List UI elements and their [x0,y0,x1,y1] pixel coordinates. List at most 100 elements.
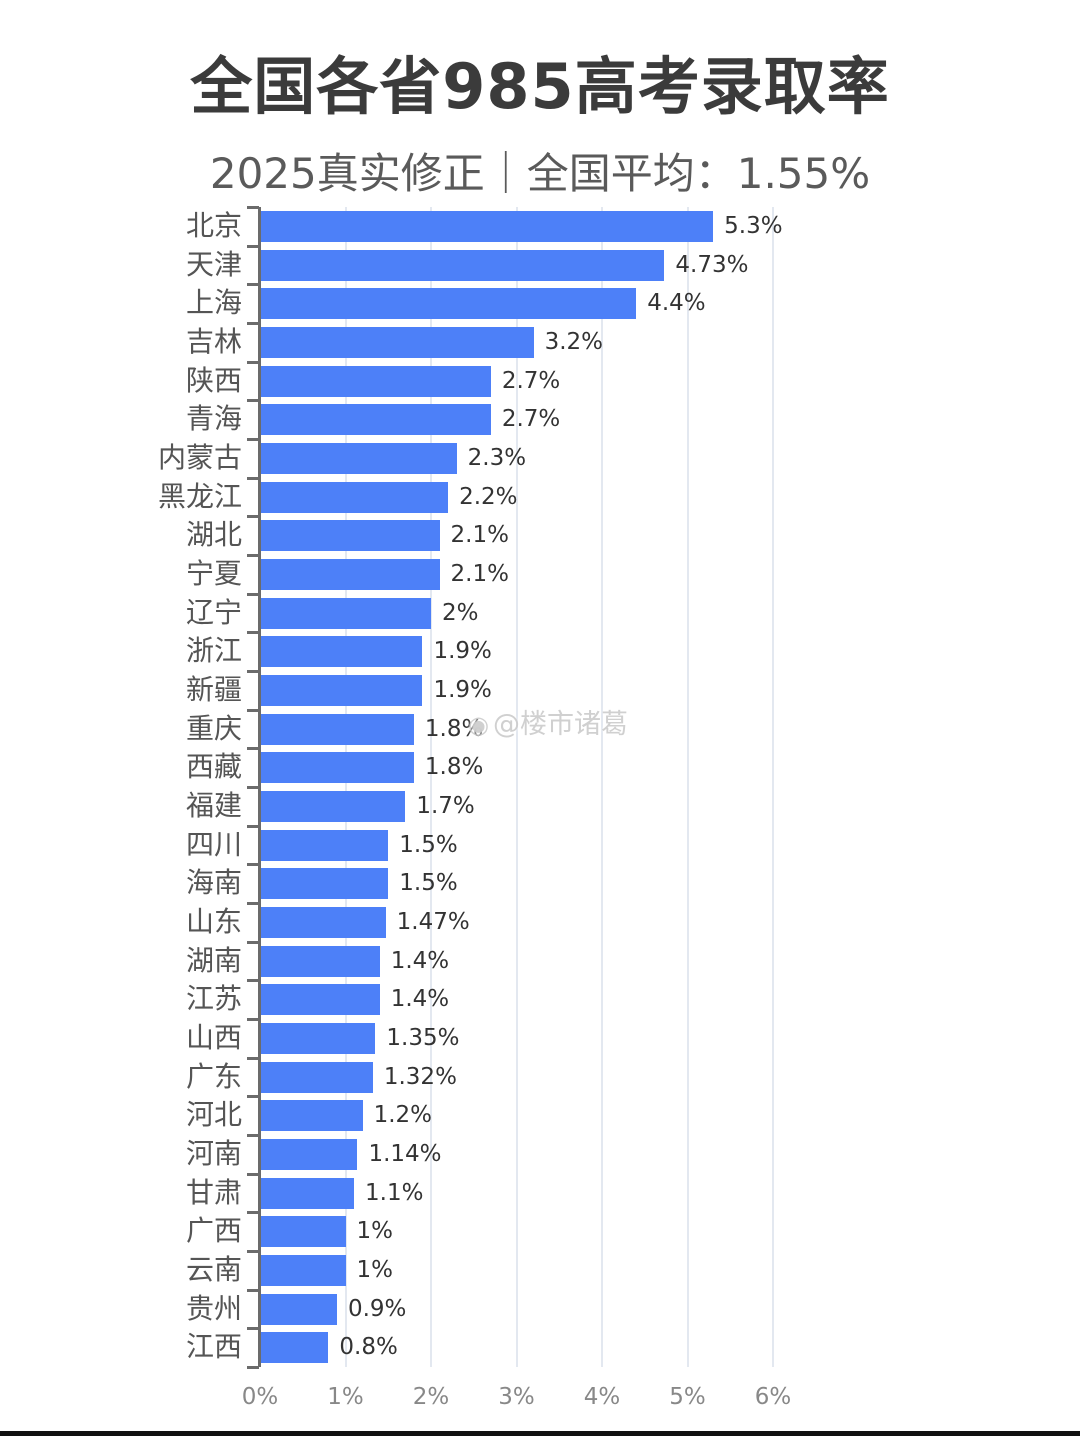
value-label: 1.14% [368,1141,442,1168]
x-tick-label: 0% [241,1384,279,1410]
category-label: 海南 [185,866,242,900]
bar[interactable] [261,829,389,861]
bottom-divider [0,1431,1080,1436]
bar[interactable] [261,443,457,475]
watermark: ◉ @楼市诸葛 [468,702,628,741]
bar[interactable] [261,945,380,977]
category-label: 广西 [185,1214,242,1248]
category-label: 福建 [185,789,242,823]
bar-row: 河北 1.2% [0,1096,1080,1135]
bar[interactable] [261,1332,329,1364]
value-label: 2.3% [467,445,527,472]
value-label: 5.3% [724,213,783,239]
value-label: 1.5% [399,831,458,858]
bar[interactable] [261,1255,346,1287]
y-tick [247,786,259,790]
bar-row: 上海 4.4% [0,284,1080,323]
bar[interactable] [261,1061,373,1093]
y-tick [247,1211,259,1215]
x-tick-label: 3% [498,1384,535,1410]
bar[interactable] [261,1139,358,1171]
bar[interactable] [261,1023,376,1055]
bar-row: 西藏 1.8% [0,748,1080,787]
bar[interactable] [261,907,386,939]
bar[interactable] [261,520,440,552]
bar[interactable] [261,984,380,1016]
bar-row: 宁夏 2.1% [0,555,1080,594]
value-label: 2.2% [459,483,518,510]
y-tick [247,1095,259,1099]
y-tick [247,1056,259,1060]
y-tick [247,631,259,635]
bar[interactable] [261,1216,346,1248]
y-tick [247,670,259,674]
category-label: 江西 [185,1330,242,1364]
bar[interactable] [261,365,491,397]
value-label: 1.5% [399,870,458,897]
bar[interactable] [261,327,534,358]
bar[interactable] [261,1177,355,1209]
bar[interactable] [261,288,637,320]
value-label: 3.2% [544,329,604,355]
watermark-text: @楼市诸葛 [492,709,628,740]
gridline [515,207,518,1367]
bar[interactable] [261,404,491,436]
bar[interactable] [261,675,423,707]
category-label: 云南 [185,1253,242,1287]
bar[interactable] [261,597,431,629]
bar[interactable] [261,1293,337,1325]
category-label: 上海 [185,286,242,320]
value-label: 4.73% [675,251,749,278]
category-label: 辽宁 [185,595,242,629]
category-label: 甘肃 [185,1175,242,1209]
bar-row: 甘肃 1.1% [0,1174,1080,1213]
bar[interactable] [261,752,414,784]
bar[interactable] [261,211,714,242]
bar[interactable] [261,481,449,513]
bar[interactable] [261,559,440,591]
y-tick [247,1134,259,1138]
value-label: 1.2% [373,1102,433,1129]
chart-subtitle: 2025真实修正｜全国平均：1.55% [209,149,871,198]
bar[interactable] [261,713,414,745]
y-tick [247,1172,259,1176]
category-label: 贵州 [185,1291,242,1325]
y-tick [247,1366,259,1370]
gridline [344,207,347,1367]
value-label: 1.4% [390,947,450,974]
value-label: 1.9% [433,638,492,665]
bar-row: 广东 1.32% [0,1058,1080,1097]
value-label: 1% [356,1218,394,1245]
category-label: 河南 [185,1137,242,1171]
bar[interactable] [261,868,389,900]
bar[interactable] [261,636,423,668]
value-label: 2.1% [450,522,509,549]
y-tick [247,979,259,983]
bar[interactable] [261,791,406,823]
bar[interactable] [261,249,665,281]
bar-row: 山东 1.47% [0,903,1080,942]
value-label: 4.4% [647,290,706,317]
value-label: 1% [356,1257,394,1284]
value-label: 2.7% [501,367,561,394]
category-label: 山西 [185,1021,242,1055]
value-label: 1.4% [390,986,450,1013]
gridline [601,207,603,1367]
y-tick [247,1018,259,1022]
bar[interactable] [261,1100,363,1132]
category-label: 四川 [185,827,242,861]
category-label: 内蒙古 [157,441,242,475]
bar-row: 吉林 3.2% [0,323,1080,362]
value-label: 2.1% [450,561,509,588]
category-label: 湖南 [185,943,242,977]
bar-row: 天津 4.73% [0,246,1080,285]
bar-row: 河南 1.14% [0,1135,1080,1174]
value-label: 1.7% [416,793,475,820]
category-label: 西藏 [185,750,242,784]
y-tick [247,360,259,364]
bar-row: 贵州 0.9% [0,1290,1080,1329]
value-label: 1.8% [424,754,484,781]
bar-row: 湖北 2.1% [0,516,1080,555]
value-label: 0.9% [347,1295,407,1322]
